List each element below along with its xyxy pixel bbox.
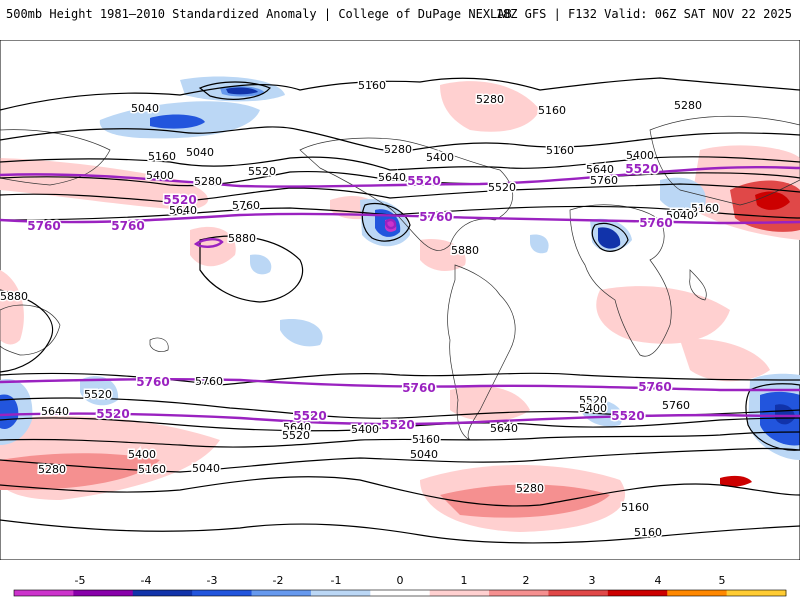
contour-label: 5760 (136, 375, 169, 389)
contour-label: 5640 (41, 405, 69, 418)
contour-label: 5040 (192, 462, 220, 475)
colorbar-band (726, 590, 787, 596)
strong-positive-anomaly (0, 180, 800, 518)
contour-label: 5520 (611, 409, 644, 423)
contour-label: 5280 (476, 93, 504, 106)
contour-label: 5400 (146, 169, 174, 182)
contour-label: 5160 (148, 150, 176, 163)
colorbar-tick-label: -5 (75, 574, 86, 587)
contour-label: 5520 (282, 429, 310, 442)
contour-label: 5760 (638, 380, 671, 394)
contour-label: 5280 (674, 99, 702, 112)
contour-label: 5040 (187, 146, 215, 159)
colorbar-band (429, 590, 490, 596)
contour-label: 5880 (451, 244, 479, 257)
height-contour-labels: 5160 5040 5280 5160 5280 5160 5280 5400 … (0, 78, 721, 541)
colorbar-tick-label: 0 (397, 574, 404, 587)
colorbar-ticks: -5 -4 -3 -2 -1 0 1 2 3 4 5 (75, 574, 726, 587)
contour-label: 5760 (590, 174, 618, 187)
contour-label: 5520 (96, 407, 129, 421)
colorbar-tick-label: 3 (589, 574, 596, 587)
map-panel: 5160 5040 5280 5160 5280 5160 5280 5400 … (0, 40, 800, 560)
contour-label: 5760 (195, 375, 223, 388)
contour-label: 5160 (691, 202, 719, 215)
colorbar-outline (13, 589, 787, 597)
contour-label: 5760 (402, 381, 435, 395)
colorbar-band (251, 590, 312, 596)
contour-label: 5160 (412, 433, 440, 446)
contour-label: 5520 (293, 409, 326, 423)
contour-label: 5760 (111, 219, 144, 233)
contour-label: 5160 (634, 526, 662, 539)
contour-label: 5880 (228, 232, 256, 245)
colorbar: -5 -4 -3 -2 -1 0 1 2 3 4 5 (13, 574, 787, 597)
contour-label: 5640 (169, 204, 197, 217)
contour-label: 5040 (186, 146, 214, 159)
colorbar-tick-label: -2 (273, 574, 284, 587)
contour-label: 5760 (419, 210, 452, 224)
contour-label: 5640 (378, 171, 406, 184)
contour-label: 5640 (490, 422, 518, 435)
contour-label: 5040 (410, 448, 438, 461)
contour-label: 5760 (27, 219, 60, 233)
contour-label: 5520 (625, 162, 658, 176)
contour-label: 5400 (626, 149, 654, 162)
colorbar-tick-label: 4 (655, 574, 662, 587)
colorbar-band (607, 590, 668, 596)
colorbar-band (489, 590, 549, 596)
contour-label: 5160 (621, 501, 649, 514)
colorbar-bands (13, 589, 787, 597)
contour-label: 5160 (138, 463, 166, 476)
colorbar-tick-label: 2 (523, 574, 530, 587)
contour-label: 5520 (84, 388, 112, 401)
contour-label: 5520 (488, 181, 516, 194)
colorbar-tick-label: -4 (141, 574, 152, 587)
map-title: 500mb Height 1981–2010 Standardized Anom… (6, 7, 512, 21)
colorbar-band (73, 590, 134, 596)
contour-label: 5640 (283, 421, 311, 434)
contour-label: 5520 (407, 174, 440, 188)
contour-label: 5880 (0, 290, 28, 303)
colorbar-band (370, 590, 431, 596)
contour-label: 5160 (546, 144, 574, 157)
contour-label: 5640 (586, 163, 614, 176)
colorbar-tick-label: 1 (461, 574, 468, 587)
contour-label: 5520 (579, 394, 607, 407)
colorbar-band (310, 590, 371, 596)
contour-label: 5280 (384, 143, 412, 156)
colorbar-band (548, 590, 609, 596)
contour-label: 5160 (358, 79, 386, 92)
colorbar-band (667, 590, 728, 596)
contour-label: 5040 (666, 209, 694, 222)
reference-contour-labels: 5520 5760 5520 5760 5760 5520 5760 5520 … (26, 161, 674, 434)
model-run-info: 18Z GFS | F132 Valid: 06Z SAT NOV 22 202… (495, 7, 792, 21)
contour-label: 5280 (194, 175, 222, 188)
colorbar-band (14, 590, 74, 596)
colorbar-tick-label: 5 (719, 574, 726, 587)
colorbar-tick-label: -1 (331, 574, 342, 587)
contour-label: 5040 (131, 102, 159, 115)
header-bar: 500mb Height 1981–2010 Standardized Anom… (0, 0, 800, 32)
contour-label: 5760 (639, 216, 672, 230)
contour-label: 5520 (163, 193, 196, 207)
colorbar-band (192, 590, 253, 596)
contour-label: 5160 (538, 104, 566, 117)
colorbar-tick-label: -3 (207, 574, 218, 587)
height-contours (0, 77, 800, 544)
contour-label: 5520 (670, 207, 698, 220)
contour-label: 5280 (516, 482, 544, 495)
reference-contours (0, 165, 800, 426)
contour-label: 5520 (381, 418, 414, 432)
contour-label: 5520 (248, 165, 276, 178)
contour-label: 5400 (128, 448, 156, 461)
contour-label: 5760 (232, 199, 260, 212)
contour-label: 5400 (579, 402, 607, 415)
contour-label: 5760 (662, 399, 690, 412)
colorbar-band (132, 590, 193, 596)
contour-label: 5280 (38, 463, 66, 476)
contour-label: 5400 (351, 423, 379, 436)
contour-label: 5400 (426, 151, 454, 164)
